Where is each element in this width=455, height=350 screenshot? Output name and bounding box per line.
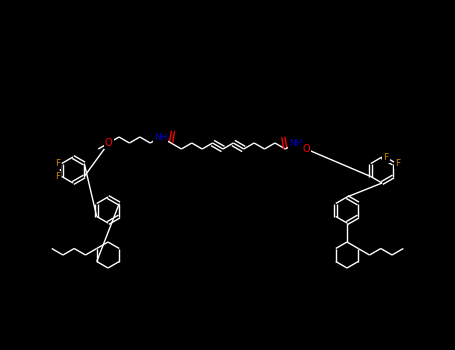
Text: NH: NH <box>154 133 167 141</box>
Text: F: F <box>384 153 389 161</box>
Text: NH: NH <box>289 139 303 147</box>
Text: F: F <box>55 172 61 181</box>
Text: F: F <box>55 159 61 168</box>
Text: O: O <box>302 144 310 154</box>
Text: O: O <box>105 138 112 148</box>
Text: F: F <box>394 159 400 168</box>
